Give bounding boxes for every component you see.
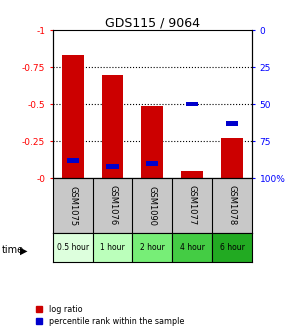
Bar: [132, 233, 172, 262]
Text: GSM1076: GSM1076: [108, 185, 117, 226]
Bar: [181, 171, 203, 178]
Bar: [62, 55, 84, 178]
Text: GSM1090: GSM1090: [148, 185, 157, 225]
Bar: [67, 158, 79, 163]
Text: GSM1075: GSM1075: [68, 185, 77, 226]
Legend: log ratio, percentile rank within the sample: log ratio, percentile rank within the sa…: [33, 302, 186, 329]
Text: GSM1078: GSM1078: [228, 185, 236, 226]
Bar: [53, 233, 93, 262]
Text: time: time: [1, 245, 24, 255]
Bar: [146, 161, 159, 166]
Bar: [172, 233, 212, 262]
Bar: [186, 102, 198, 107]
Bar: [212, 233, 252, 262]
Bar: [102, 75, 123, 178]
Title: GDS115 / 9064: GDS115 / 9064: [105, 16, 200, 29]
Bar: [226, 121, 238, 126]
Bar: [106, 164, 119, 169]
Text: 2 hour: 2 hour: [140, 243, 165, 252]
Bar: [93, 233, 132, 262]
Text: 1 hour: 1 hour: [100, 243, 125, 252]
Text: 0.5 hour: 0.5 hour: [57, 243, 89, 252]
Text: GSM1077: GSM1077: [188, 185, 197, 226]
Text: ▶: ▶: [20, 245, 28, 255]
Text: 6 hour: 6 hour: [220, 243, 244, 252]
Text: 4 hour: 4 hour: [180, 243, 205, 252]
Bar: [142, 106, 163, 178]
Bar: [221, 138, 243, 178]
